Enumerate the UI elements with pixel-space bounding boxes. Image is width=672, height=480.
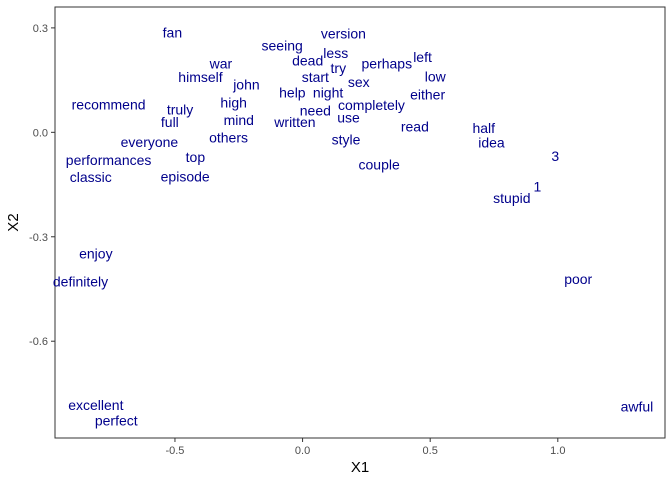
word-label: poor bbox=[564, 271, 592, 287]
panel-border bbox=[54, 6, 666, 439]
word-label: seeing bbox=[262, 37, 303, 53]
x-tick-label: -0.5 bbox=[165, 445, 184, 457]
word-label: perhaps bbox=[362, 56, 413, 72]
word-label: mind bbox=[224, 112, 254, 128]
word-label: high bbox=[220, 95, 246, 111]
word-label: john bbox=[232, 76, 259, 92]
y-tick-label: 0.3 bbox=[33, 23, 48, 35]
axis-ticks: -0.5 0.0 0.5 1.0 0.3 0.0 -0.3 -0.6 bbox=[29, 23, 565, 457]
word-label: couple bbox=[359, 156, 400, 172]
word-label: full bbox=[161, 114, 179, 130]
word-label: either bbox=[410, 86, 445, 102]
word-label: 1 bbox=[533, 179, 541, 195]
word-label: need bbox=[300, 102, 331, 118]
word-points: fan version seeing less left dead war perhaps tr… bbox=[53, 24, 653, 428]
y-tick-label: -0.3 bbox=[29, 232, 48, 244]
word-label: half bbox=[472, 120, 495, 136]
word-label: excellent bbox=[68, 397, 123, 413]
word-label: episode bbox=[161, 169, 210, 185]
y-axis-title: X2 bbox=[5, 213, 22, 231]
word-label: low bbox=[425, 69, 447, 85]
word-label: enjoy bbox=[79, 245, 112, 261]
word-label: recommend bbox=[72, 96, 146, 112]
y-tick-label: 0.0 bbox=[33, 127, 48, 139]
word-label: less bbox=[323, 45, 348, 61]
word-label: himself bbox=[178, 69, 222, 85]
word-label: dead bbox=[292, 53, 323, 69]
word-label: idea bbox=[478, 134, 505, 150]
word-label: others bbox=[209, 130, 248, 146]
word-label: night bbox=[313, 85, 343, 101]
word-label: help bbox=[279, 85, 306, 101]
y-tick-label: -0.6 bbox=[29, 336, 48, 348]
word-label: awful bbox=[621, 399, 654, 415]
word-label: try bbox=[331, 60, 347, 76]
word-label: top bbox=[186, 149, 206, 165]
word-label: war bbox=[209, 56, 233, 72]
plot-panel bbox=[54, 6, 666, 439]
word-label: 3 bbox=[551, 148, 559, 164]
x-tick-label: 1.0 bbox=[550, 445, 565, 457]
word-label: classic bbox=[70, 169, 112, 185]
word-label: truly bbox=[167, 101, 193, 117]
word-label: start bbox=[302, 69, 329, 85]
word-label: style bbox=[332, 132, 361, 148]
word-label: read bbox=[401, 118, 429, 134]
word-label: definitely bbox=[53, 274, 108, 290]
word-label: sex bbox=[348, 74, 370, 90]
word-label: stupid bbox=[493, 190, 530, 206]
word-label: completely bbox=[338, 97, 405, 113]
word-label: version bbox=[321, 25, 366, 41]
word-label: performances bbox=[66, 152, 152, 168]
word-label: everyone bbox=[121, 134, 179, 150]
word-label: use bbox=[337, 110, 360, 126]
x-axis-title: X1 bbox=[351, 459, 369, 476]
word-label: fan bbox=[163, 24, 182, 40]
word-label: perfect bbox=[95, 413, 138, 429]
x-tick-label: 0.5 bbox=[423, 445, 438, 457]
word-label: left bbox=[413, 49, 432, 65]
word-label: written bbox=[273, 114, 315, 130]
x-tick-label: 0.0 bbox=[295, 445, 310, 457]
